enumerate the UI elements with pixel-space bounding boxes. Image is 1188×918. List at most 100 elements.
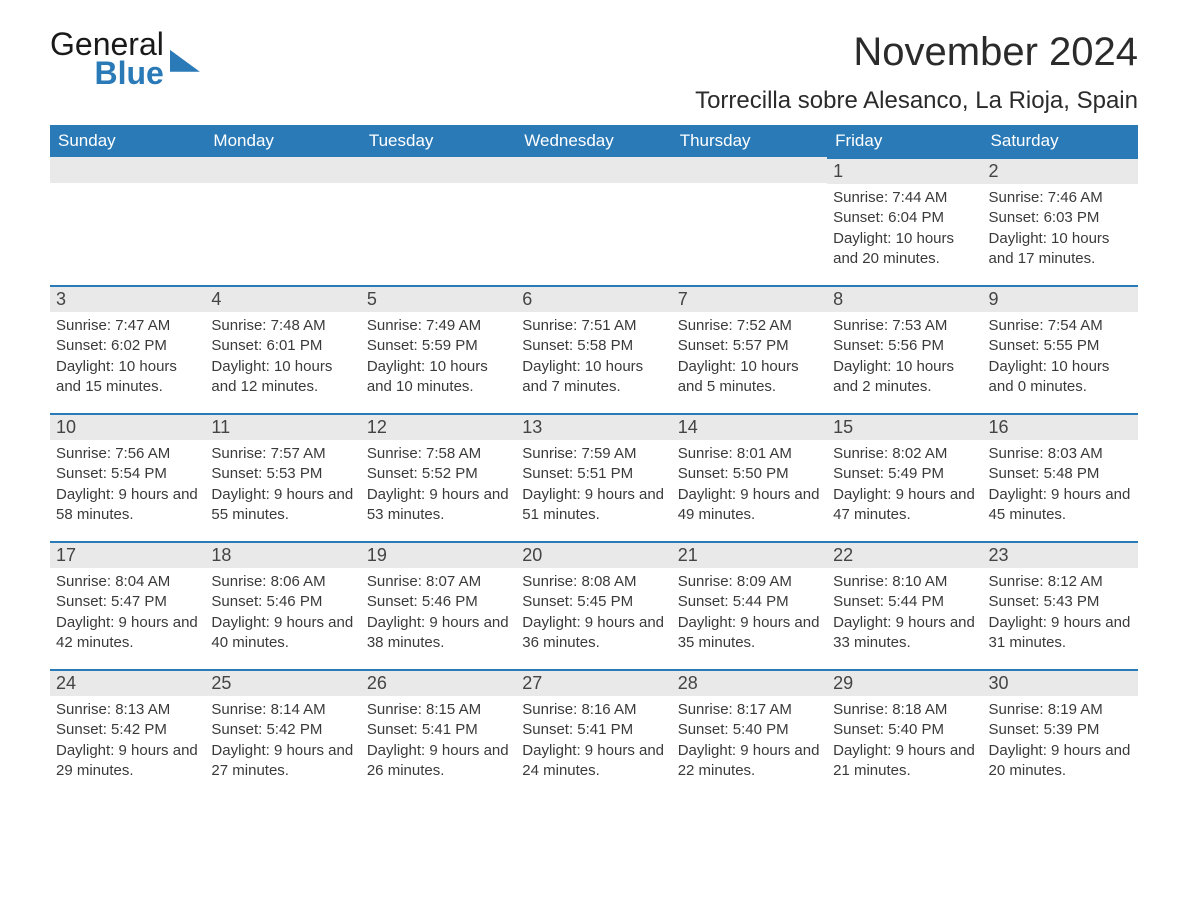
- daylight-line: Daylight: 9 hours and 49 minutes.: [678, 485, 821, 526]
- day-body: Sunrise: 8:13 AMSunset: 5:42 PMDaylight:…: [50, 696, 205, 785]
- day-body: Sunrise: 7:59 AMSunset: 5:51 PMDaylight:…: [516, 440, 671, 529]
- sunrise-line: Sunrise: 7:58 AM: [367, 444, 510, 464]
- daylight-line: Daylight: 9 hours and 35 minutes.: [678, 613, 821, 654]
- day-header: Sunday: [50, 125, 205, 157]
- sunrise-line: Sunrise: 8:17 AM: [678, 700, 821, 720]
- day-body: Sunrise: 7:56 AMSunset: 5:54 PMDaylight:…: [50, 440, 205, 529]
- day-number: 12: [361, 413, 516, 440]
- calendar-cell: 21Sunrise: 8:09 AMSunset: 5:44 PMDayligh…: [672, 541, 827, 669]
- sunrise-line: Sunrise: 8:08 AM: [522, 572, 665, 592]
- sunset-line: Sunset: 5:46 PM: [367, 592, 510, 612]
- day-number: 11: [205, 413, 360, 440]
- day-number: 1: [827, 157, 982, 184]
- day-body: Sunrise: 8:18 AMSunset: 5:40 PMDaylight:…: [827, 696, 982, 785]
- daylight-line: Daylight: 10 hours and 12 minutes.: [211, 357, 354, 398]
- daylight-line: Daylight: 10 hours and 5 minutes.: [678, 357, 821, 398]
- calendar-cell: [50, 157, 205, 285]
- sunset-line: Sunset: 5:42 PM: [211, 720, 354, 740]
- day-number: 20: [516, 541, 671, 568]
- calendar-cell: 8Sunrise: 7:53 AMSunset: 5:56 PMDaylight…: [827, 285, 982, 413]
- calendar-cell: 15Sunrise: 8:02 AMSunset: 5:49 PMDayligh…: [827, 413, 982, 541]
- daylight-line: Daylight: 9 hours and 51 minutes.: [522, 485, 665, 526]
- calendar-cell: 28Sunrise: 8:17 AMSunset: 5:40 PMDayligh…: [672, 669, 827, 797]
- sunset-line: Sunset: 5:54 PM: [56, 464, 199, 484]
- calendar-cell: 12Sunrise: 7:58 AMSunset: 5:52 PMDayligh…: [361, 413, 516, 541]
- sunset-line: Sunset: 5:51 PM: [522, 464, 665, 484]
- day-body: Sunrise: 7:53 AMSunset: 5:56 PMDaylight:…: [827, 312, 982, 401]
- daylight-line: Daylight: 9 hours and 58 minutes.: [56, 485, 199, 526]
- day-body: Sunrise: 7:44 AMSunset: 6:04 PMDaylight:…: [827, 184, 982, 273]
- day-header: Thursday: [672, 125, 827, 157]
- day-number: 28: [672, 669, 827, 696]
- day-body: Sunrise: 8:19 AMSunset: 5:39 PMDaylight:…: [983, 696, 1138, 785]
- sunset-line: Sunset: 5:46 PM: [211, 592, 354, 612]
- day-number: 7: [672, 285, 827, 312]
- calendar-table: SundayMondayTuesdayWednesdayThursdayFrid…: [50, 125, 1138, 797]
- day-body: Sunrise: 8:10 AMSunset: 5:44 PMDaylight:…: [827, 568, 982, 657]
- daylight-line: Daylight: 10 hours and 7 minutes.: [522, 357, 665, 398]
- day-body: Sunrise: 7:49 AMSunset: 5:59 PMDaylight:…: [361, 312, 516, 401]
- sunset-line: Sunset: 5:39 PM: [989, 720, 1132, 740]
- sunset-line: Sunset: 5:59 PM: [367, 336, 510, 356]
- sunset-line: Sunset: 5:41 PM: [367, 720, 510, 740]
- logo-text: General Blue: [50, 30, 164, 88]
- page-title: November 2024: [695, 30, 1138, 75]
- sunrise-line: Sunrise: 8:12 AM: [989, 572, 1132, 592]
- day-body: Sunrise: 7:54 AMSunset: 5:55 PMDaylight:…: [983, 312, 1138, 401]
- calendar-cell: 19Sunrise: 8:07 AMSunset: 5:46 PMDayligh…: [361, 541, 516, 669]
- sunrise-line: Sunrise: 7:53 AM: [833, 316, 976, 336]
- calendar-cell: 17Sunrise: 8:04 AMSunset: 5:47 PMDayligh…: [50, 541, 205, 669]
- day-number: 23: [983, 541, 1138, 568]
- day-body: Sunrise: 7:47 AMSunset: 6:02 PMDaylight:…: [50, 312, 205, 401]
- day-body: Sunrise: 8:09 AMSunset: 5:44 PMDaylight:…: [672, 568, 827, 657]
- daylight-line: Daylight: 9 hours and 40 minutes.: [211, 613, 354, 654]
- day-number: 15: [827, 413, 982, 440]
- daylight-line: Daylight: 10 hours and 20 minutes.: [833, 229, 976, 270]
- day-number: 24: [50, 669, 205, 696]
- location-subtitle: Torrecilla sobre Alesanco, La Rioja, Spa…: [695, 87, 1138, 115]
- day-body: Sunrise: 7:46 AMSunset: 6:03 PMDaylight:…: [983, 184, 1138, 273]
- day-body: Sunrise: 8:12 AMSunset: 5:43 PMDaylight:…: [983, 568, 1138, 657]
- sunset-line: Sunset: 5:41 PM: [522, 720, 665, 740]
- sunrise-line: Sunrise: 8:07 AM: [367, 572, 510, 592]
- day-body: Sunrise: 8:06 AMSunset: 5:46 PMDaylight:…: [205, 568, 360, 657]
- calendar-cell: 6Sunrise: 7:51 AMSunset: 5:58 PMDaylight…: [516, 285, 671, 413]
- calendar-cell: 25Sunrise: 8:14 AMSunset: 5:42 PMDayligh…: [205, 669, 360, 797]
- day-body: Sunrise: 7:57 AMSunset: 5:53 PMDaylight:…: [205, 440, 360, 529]
- daylight-line: Daylight: 9 hours and 55 minutes.: [211, 485, 354, 526]
- daylight-line: Daylight: 9 hours and 53 minutes.: [367, 485, 510, 526]
- day-number: 22: [827, 541, 982, 568]
- day-number: 30: [983, 669, 1138, 696]
- day-number-empty: [205, 157, 360, 183]
- daylight-line: Daylight: 9 hours and 45 minutes.: [989, 485, 1132, 526]
- sunrise-line: Sunrise: 8:10 AM: [833, 572, 976, 592]
- sunset-line: Sunset: 5:58 PM: [522, 336, 665, 356]
- daylight-line: Daylight: 9 hours and 36 minutes.: [522, 613, 665, 654]
- calendar-cell: 22Sunrise: 8:10 AMSunset: 5:44 PMDayligh…: [827, 541, 982, 669]
- calendar-cell: [205, 157, 360, 285]
- sunrise-line: Sunrise: 7:48 AM: [211, 316, 354, 336]
- day-body: Sunrise: 8:17 AMSunset: 5:40 PMDaylight:…: [672, 696, 827, 785]
- sunset-line: Sunset: 5:47 PM: [56, 592, 199, 612]
- day-body: Sunrise: 7:48 AMSunset: 6:01 PMDaylight:…: [205, 312, 360, 401]
- day-number: 29: [827, 669, 982, 696]
- day-number: 17: [50, 541, 205, 568]
- day-number: 25: [205, 669, 360, 696]
- day-number: 14: [672, 413, 827, 440]
- calendar-cell: 24Sunrise: 8:13 AMSunset: 5:42 PMDayligh…: [50, 669, 205, 797]
- sunrise-line: Sunrise: 8:15 AM: [367, 700, 510, 720]
- day-number: 5: [361, 285, 516, 312]
- sunset-line: Sunset: 5:44 PM: [833, 592, 976, 612]
- calendar-cell: 4Sunrise: 7:48 AMSunset: 6:01 PMDaylight…: [205, 285, 360, 413]
- sunset-line: Sunset: 6:02 PM: [56, 336, 199, 356]
- calendar-cell: 18Sunrise: 8:06 AMSunset: 5:46 PMDayligh…: [205, 541, 360, 669]
- daylight-line: Daylight: 10 hours and 10 minutes.: [367, 357, 510, 398]
- day-number-empty: [50, 157, 205, 183]
- calendar-cell: 13Sunrise: 7:59 AMSunset: 5:51 PMDayligh…: [516, 413, 671, 541]
- sunset-line: Sunset: 5:56 PM: [833, 336, 976, 356]
- calendar-cell: [672, 157, 827, 285]
- calendar-week-row: 24Sunrise: 8:13 AMSunset: 5:42 PMDayligh…: [50, 669, 1138, 797]
- daylight-line: Daylight: 9 hours and 27 minutes.: [211, 741, 354, 782]
- day-body: Sunrise: 8:03 AMSunset: 5:48 PMDaylight:…: [983, 440, 1138, 529]
- flag-icon: [170, 50, 200, 72]
